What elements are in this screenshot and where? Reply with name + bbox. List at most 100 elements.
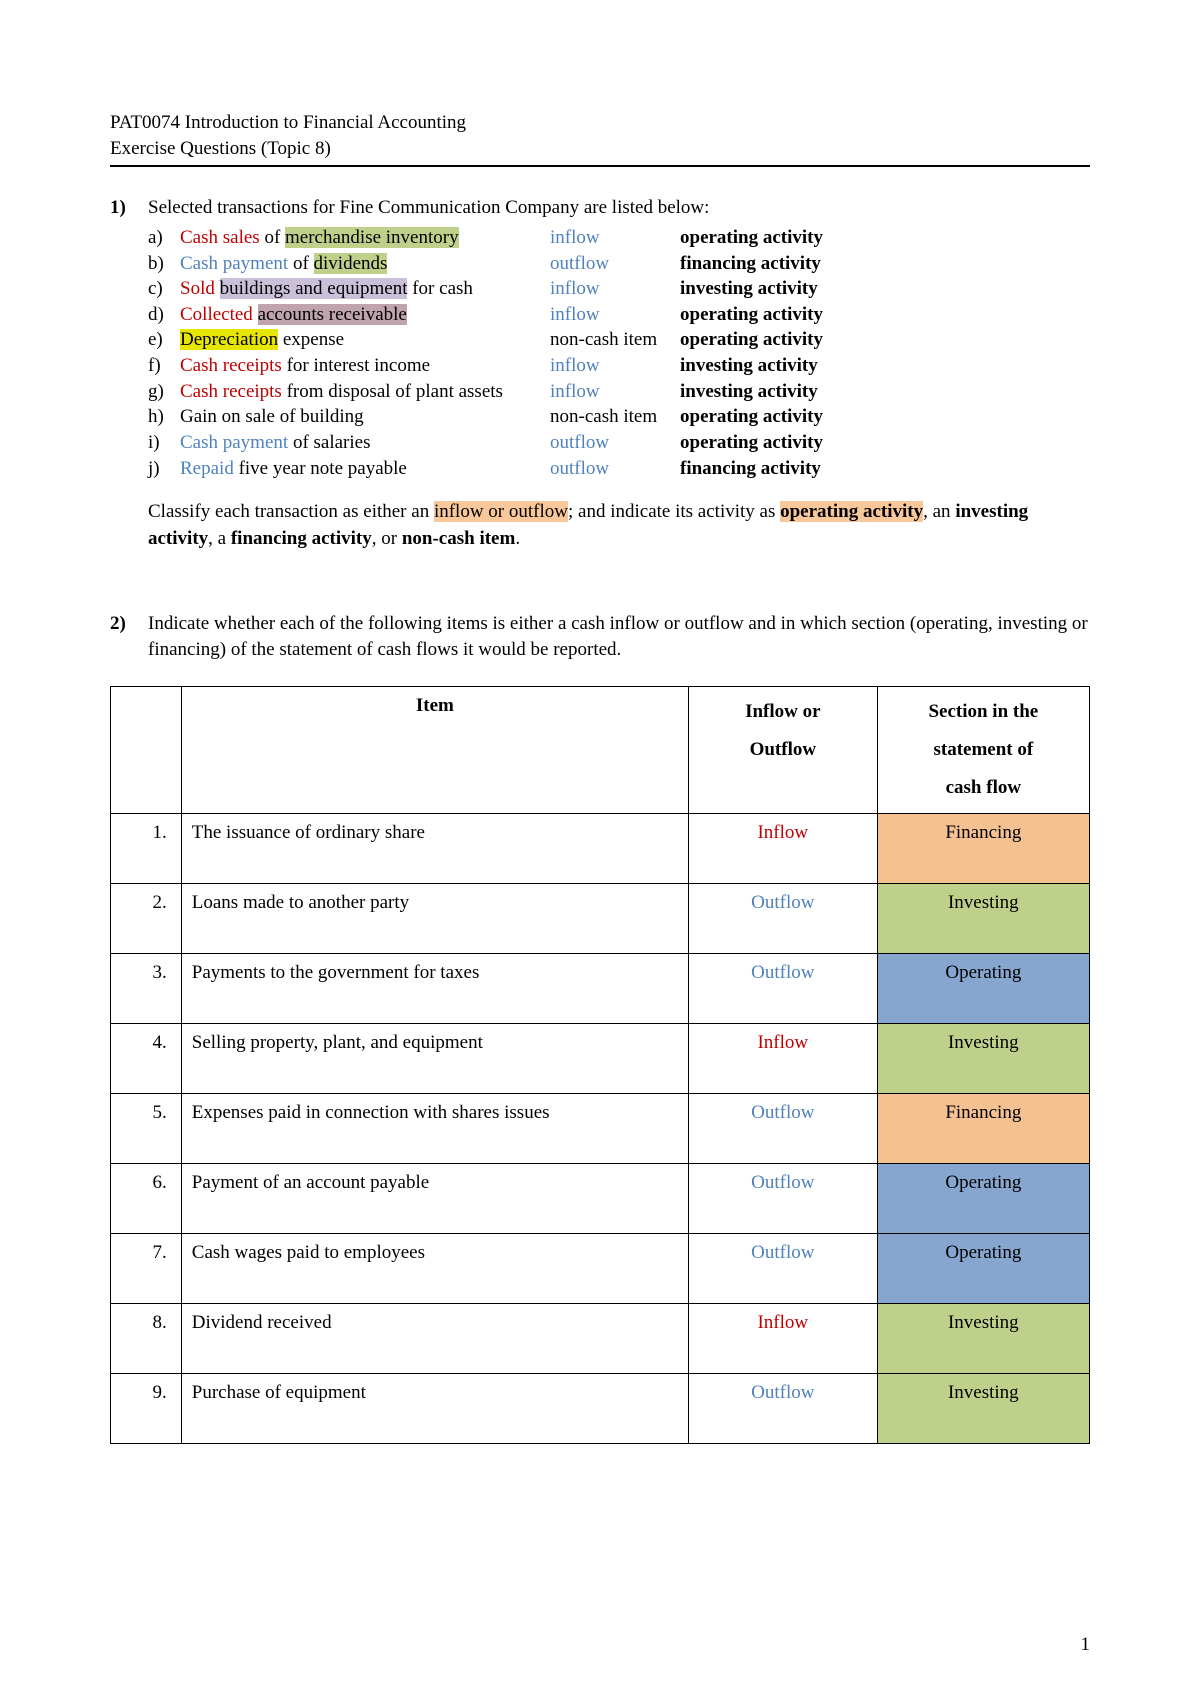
- table-header-flow: Inflow orOutflow: [688, 686, 877, 813]
- item-letter: j): [148, 456, 180, 482]
- row-section: Operating: [877, 1233, 1089, 1303]
- item-flow: inflow: [550, 225, 680, 251]
- table-header-row: Item Inflow orOutflow Section in thestat…: [111, 686, 1090, 813]
- row-number: 2.: [111, 883, 182, 953]
- question-2-body: Indicate whether each of the following i…: [148, 611, 1090, 664]
- question-2-number: 2): [110, 611, 148, 664]
- row-item: Payments to the government for taxes: [181, 953, 688, 1023]
- row-item: Purchase of equipment: [181, 1373, 688, 1443]
- instr-text: , a: [208, 528, 231, 549]
- item-letter: g): [148, 379, 180, 405]
- instr-hl-inflow-outflow: inflow or outflow: [434, 501, 568, 522]
- item-activity: operating activity: [680, 225, 823, 251]
- item-pre: Depreciation: [180, 329, 278, 350]
- item-description: Cash payment of salaries: [180, 430, 550, 456]
- row-section: Investing: [877, 1373, 1089, 1443]
- item-pre: Repaid: [180, 458, 234, 479]
- question-1-body: Selected transactions for Fine Communica…: [148, 195, 1090, 552]
- list-item: f)Cash receipts for interest incomeinflo…: [148, 353, 1090, 379]
- row-flow: Inflow: [688, 1023, 877, 1093]
- item-activity: financing activity: [680, 251, 821, 277]
- item-description: Repaid five year note payable: [180, 456, 550, 482]
- question-1: 1) Selected transactions for Fine Commun…: [110, 195, 1090, 552]
- item-activity: operating activity: [680, 430, 823, 456]
- item-description: Collected accounts receivable: [180, 302, 550, 328]
- list-item: d)Collected accounts receivableinflowope…: [148, 302, 1090, 328]
- list-item: i)Cash payment of salariesoutflowoperati…: [148, 430, 1090, 456]
- row-item: Expenses paid in connection with shares …: [181, 1093, 688, 1163]
- table-header-blank: [111, 686, 182, 813]
- row-number: 4.: [111, 1023, 182, 1093]
- row-item: The issuance of ordinary share: [181, 813, 688, 883]
- item-mid: accounts receivable: [258, 304, 407, 325]
- row-item: Dividend received: [181, 1303, 688, 1373]
- question-1-number: 1): [110, 195, 148, 552]
- item-mid: merchandise inventory: [285, 227, 459, 248]
- row-number: 8.: [111, 1303, 182, 1373]
- question-1-intro: Selected transactions for Fine Communica…: [148, 195, 1090, 221]
- question-1-items: a)Cash sales of merchandise inventoryinf…: [148, 225, 1090, 481]
- table-header-section: Section in thestatement ofcash flow: [877, 686, 1089, 813]
- exercise-title: Exercise Questions (Topic 8): [110, 136, 1090, 162]
- row-flow: Outflow: [688, 1233, 877, 1303]
- row-flow: Outflow: [688, 1373, 877, 1443]
- item-letter: a): [148, 225, 180, 251]
- item-flow: outflow: [550, 430, 680, 456]
- instr-hl-operating: operating activity: [780, 501, 923, 522]
- item-description: Sold buildings and equipment for cash: [180, 276, 550, 302]
- item-flow: inflow: [550, 379, 680, 405]
- item-activity: operating activity: [680, 302, 823, 328]
- list-item: a)Cash sales of merchandise inventoryinf…: [148, 225, 1090, 251]
- item-letter: d): [148, 302, 180, 328]
- item-activity: investing activity: [680, 276, 818, 302]
- list-item: g)Cash receipts from disposal of plant a…: [148, 379, 1090, 405]
- page-header: PAT0074 Introduction to Financial Accoun…: [110, 110, 1090, 167]
- item-description: Cash receipts for interest income: [180, 353, 550, 379]
- question-2: 2) Indicate whether each of the followin…: [110, 611, 1090, 664]
- question-1-instruction: Classify each transaction as either an i…: [148, 499, 1090, 552]
- row-number: 3.: [111, 953, 182, 1023]
- instr-text: .: [515, 528, 520, 549]
- list-item: j)Repaid five year note payableoutflowfi…: [148, 456, 1090, 482]
- row-flow: Outflow: [688, 1163, 877, 1233]
- row-number: 6.: [111, 1163, 182, 1233]
- item-description: Cash sales of merchandise inventory: [180, 225, 550, 251]
- item-activity: operating activity: [680, 404, 823, 430]
- table-row: 4.Selling property, plant, and equipment…: [111, 1023, 1090, 1093]
- item-flow: inflow: [550, 276, 680, 302]
- item-activity: investing activity: [680, 353, 818, 379]
- item-flow: inflow: [550, 353, 680, 379]
- row-section: Operating: [877, 953, 1089, 1023]
- item-pre: Cash receipts: [180, 381, 282, 402]
- item-pre: Cash payment: [180, 432, 288, 453]
- row-flow: Outflow: [688, 883, 877, 953]
- course-title: PAT0074 Introduction to Financial Accoun…: [110, 110, 1090, 136]
- row-section: Financing: [877, 1093, 1089, 1163]
- row-section: Investing: [877, 1023, 1089, 1093]
- instr-text: , an: [923, 501, 955, 522]
- item-mid: dividends: [314, 253, 388, 274]
- item-pre: Cash sales: [180, 227, 260, 248]
- row-section: Investing: [877, 1303, 1089, 1373]
- cashflow-table: Item Inflow orOutflow Section in thestat…: [110, 686, 1090, 1444]
- row-item: Cash wages paid to employees: [181, 1233, 688, 1303]
- item-flow: inflow: [550, 302, 680, 328]
- table-row: 5.Expenses paid in connection with share…: [111, 1093, 1090, 1163]
- instr-text: Classify each transaction as either an: [148, 501, 434, 522]
- list-item: h)Gain on sale of buildingnon-cash itemo…: [148, 404, 1090, 430]
- item-letter: i): [148, 430, 180, 456]
- table-row: 9.Purchase of equipmentOutflowInvesting: [111, 1373, 1090, 1443]
- item-pre: Cash receipts: [180, 355, 282, 376]
- list-item: c)Sold buildings and equipment for cashi…: [148, 276, 1090, 302]
- page-number: 1: [1081, 1632, 1091, 1658]
- table-row: 2.Loans made to another partyOutflowInve…: [111, 883, 1090, 953]
- item-flow: non-cash item: [550, 327, 680, 353]
- row-item: Selling property, plant, and equipment: [181, 1023, 688, 1093]
- table-header-item: Item: [181, 686, 688, 813]
- item-letter: c): [148, 276, 180, 302]
- item-flow: outflow: [550, 456, 680, 482]
- list-item: b)Cash payment of dividendsoutflowfinanc…: [148, 251, 1090, 277]
- row-number: 5.: [111, 1093, 182, 1163]
- item-letter: f): [148, 353, 180, 379]
- table-row: 3.Payments to the government for taxesOu…: [111, 953, 1090, 1023]
